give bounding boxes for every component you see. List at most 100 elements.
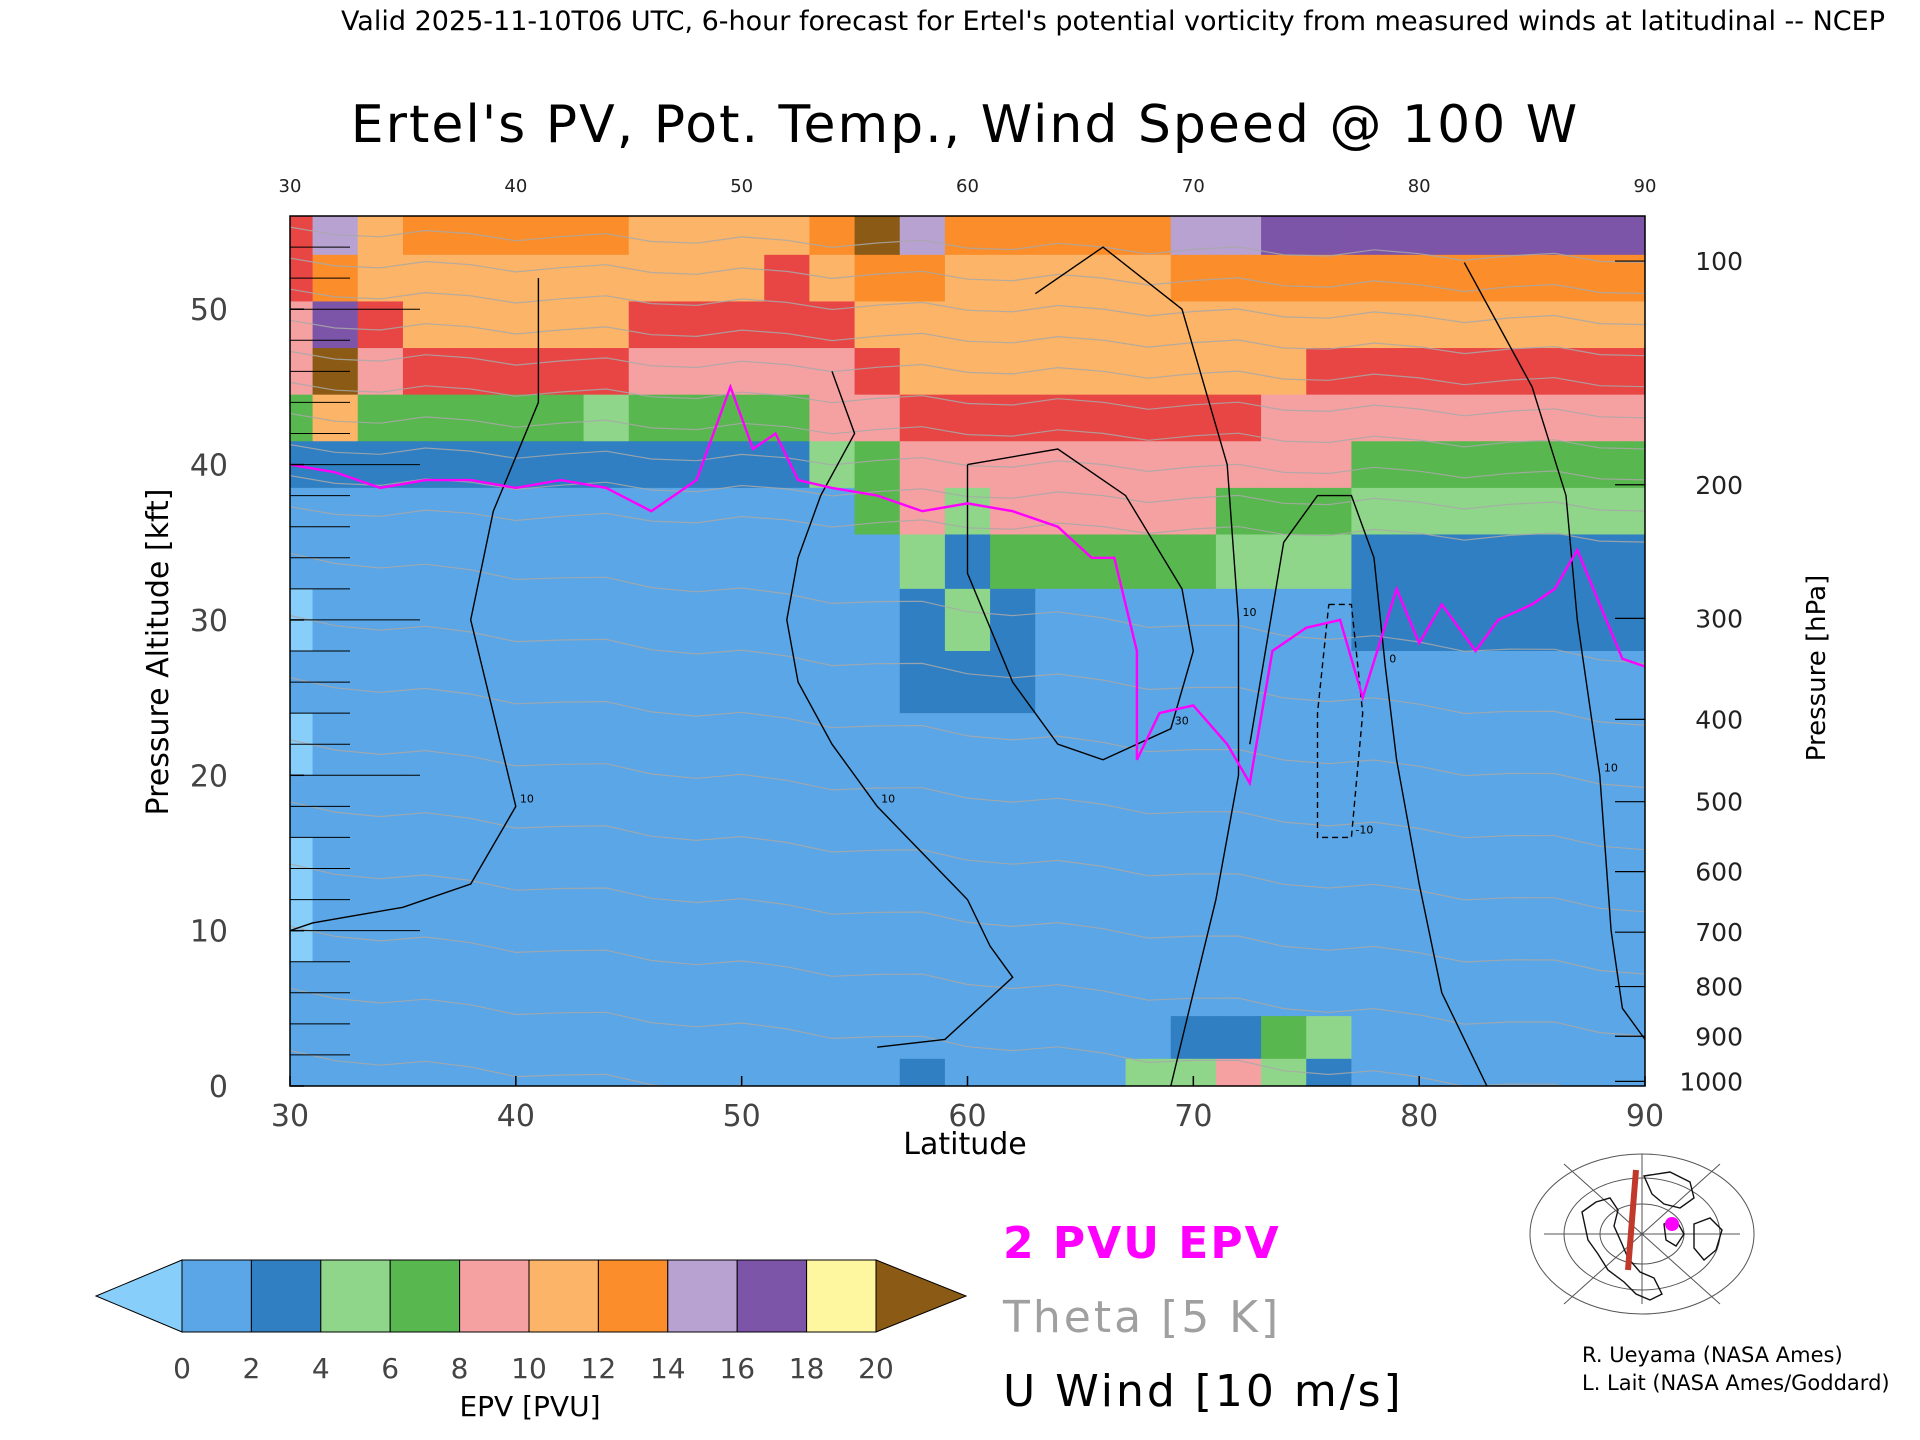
colorbar-tick-label: 20 <box>858 1352 894 1385</box>
pv-cell <box>1125 775 1172 839</box>
pv-cell <box>448 899 494 963</box>
wind-contour-label: 10 <box>1243 606 1257 619</box>
pv-cell <box>538 1058 585 1086</box>
pv-cell <box>290 1016 314 1060</box>
pv-cell <box>854 1058 901 1086</box>
pv-cell <box>1125 1058 1172 1086</box>
pv-cell <box>357 713 404 776</box>
pv-cell <box>1261 487 1307 536</box>
pv-cell <box>854 441 901 489</box>
pv-cell <box>583 899 630 963</box>
pv-cell <box>1035 534 1082 590</box>
pv-cell <box>493 348 540 396</box>
pv-cell <box>1396 216 1645 256</box>
pv-cell <box>854 961 901 1017</box>
pv-cell <box>719 441 765 489</box>
pv-cell <box>583 254 630 303</box>
pv-cell <box>1351 394 1398 442</box>
x-axis-top: 30 40 50 60 70 80 90 <box>279 176 1657 197</box>
pv-cell <box>493 961 540 1017</box>
pv-cell <box>1261 713 1307 776</box>
pv-cell <box>1261 254 1307 303</box>
pv-cell <box>1261 1058 1307 1086</box>
valid-header: Valid 2025-11-10T06 UTC, 6-hour forecast… <box>341 6 1885 37</box>
legend-wind: U Wind [10 m/s] <box>1003 1366 1404 1417</box>
pv-cell <box>493 1016 540 1060</box>
pv-cell <box>628 441 675 489</box>
pv-cell <box>673 1058 720 1086</box>
pv-cell <box>764 713 811 776</box>
pv-cell <box>764 394 811 442</box>
pv-cell <box>448 394 494 442</box>
pv-cell <box>1396 1016 1645 1060</box>
pv-cell <box>1396 837 1645 901</box>
pv-cell <box>493 487 540 536</box>
pv-cell <box>628 1058 675 1086</box>
pv-cell <box>357 254 404 303</box>
pv-cell <box>764 301 811 349</box>
pv-cell <box>628 254 675 303</box>
pv-cell <box>673 775 720 839</box>
pv-cell <box>1306 775 1353 839</box>
pv-cell <box>673 837 720 901</box>
pv-cell <box>809 588 856 652</box>
pv-cell <box>628 775 675 839</box>
x-top-tick-label: 70 <box>1182 176 1205 197</box>
tropopause-line <box>290 383 1645 787</box>
pv-cell <box>1261 394 1307 442</box>
colorbar-under-arrow <box>94 1259 183 1333</box>
pv-cell <box>628 651 675 714</box>
pv-cell <box>809 487 856 536</box>
pv-cell <box>583 961 630 1017</box>
pressure-tick-label: 400 <box>1695 705 1743 734</box>
colorbar-tick-label: 14 <box>650 1352 686 1385</box>
pv-cell <box>312 961 359 1017</box>
pv-cell <box>719 348 765 396</box>
pv-cell <box>1080 1016 1127 1060</box>
pv-cell <box>1351 216 1398 256</box>
wind-contour <box>966 448 1195 761</box>
theta-line <box>290 319 1645 357</box>
pv-cell <box>854 394 901 442</box>
pv-cell <box>448 651 494 714</box>
pv-cell <box>899 534 946 590</box>
pv-cell <box>628 588 675 652</box>
pv-cell <box>1261 651 1307 714</box>
pv-cell <box>1125 301 1172 349</box>
pv-cell <box>538 588 585 652</box>
pv-cell <box>944 394 991 442</box>
pv-cell <box>357 394 404 442</box>
y-tick-label: 40 <box>190 449 228 484</box>
pv-cell <box>357 961 404 1017</box>
pv-cell <box>538 961 585 1017</box>
pv-cell <box>1035 216 1082 256</box>
pv-cell <box>628 348 675 396</box>
pv-cell <box>1396 651 1645 714</box>
pv-cell <box>944 588 991 652</box>
pv-cell <box>854 651 901 714</box>
pv-cell <box>1080 837 1127 901</box>
pv-cell <box>854 254 901 303</box>
pv-cell <box>402 713 449 776</box>
pv-cell <box>1396 394 1645 442</box>
y-axis-right-label: Pressure [hPa] <box>1802 575 1832 762</box>
theta-line <box>290 381 1645 419</box>
pv-cell <box>944 348 991 396</box>
pv-cell <box>493 254 540 303</box>
left-minor-ticks <box>290 246 420 1056</box>
pv-cell <box>1306 534 1353 590</box>
pv-cell <box>1261 961 1307 1017</box>
pv-cell <box>719 534 765 590</box>
pv-cell <box>538 1016 585 1060</box>
pv-cell <box>1261 301 1307 349</box>
pv-cell <box>583 1016 630 1060</box>
wind-contours: 10 10 10 30 0 10 -10 <box>290 246 1645 1086</box>
y-axis-label: Pressure Altitude [kft] <box>141 489 176 816</box>
pressure-tick-label: 1000 <box>1679 1067 1743 1096</box>
pv-cell <box>538 348 585 396</box>
pv-cell <box>719 588 765 652</box>
pv-cell <box>854 216 901 256</box>
pv-cell <box>809 651 856 714</box>
colorbar-label: EPV [PVU] <box>459 1390 600 1423</box>
pv-cell <box>583 775 630 839</box>
